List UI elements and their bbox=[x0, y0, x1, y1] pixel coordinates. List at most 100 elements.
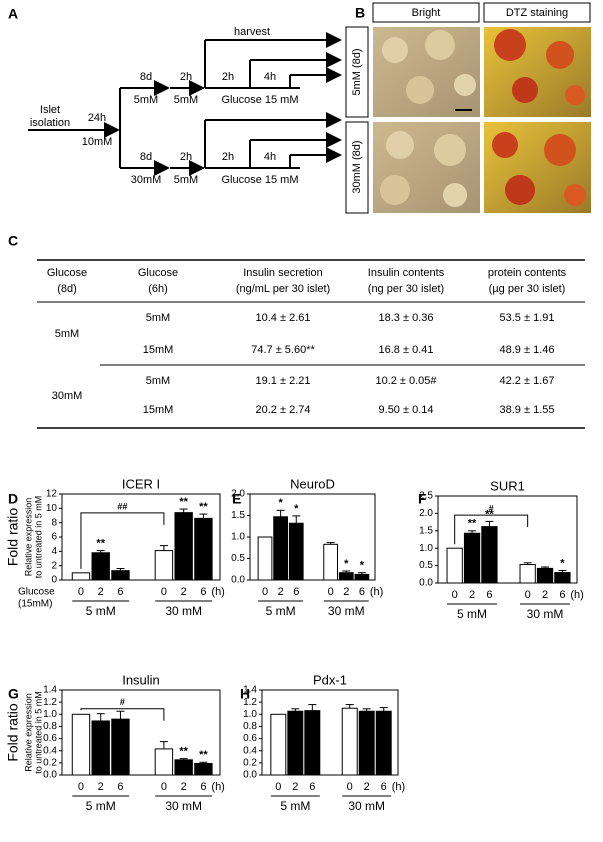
table-header: Glucose bbox=[138, 267, 178, 279]
table-cell: 15mM bbox=[143, 404, 174, 416]
x-tick-label: 6 bbox=[359, 586, 365, 598]
x-tick-label: 2 bbox=[278, 586, 284, 598]
x-tick-label: 2 bbox=[98, 586, 104, 598]
table-group: 30mM bbox=[52, 390, 83, 402]
group-label: 5 mM bbox=[280, 799, 310, 813]
table-header: Insulin contents bbox=[368, 267, 445, 279]
x-tick-label: 0 bbox=[78, 781, 84, 793]
time-unit: (h) bbox=[570, 589, 583, 601]
bar bbox=[174, 512, 193, 581]
bar bbox=[273, 516, 288, 581]
significance: * bbox=[294, 503, 299, 515]
panel-label: B bbox=[355, 5, 365, 21]
plot-frame bbox=[261, 689, 399, 776]
chart-title: SUR1 bbox=[490, 478, 525, 493]
x-tick-label: 0 bbox=[525, 589, 531, 601]
bar bbox=[536, 567, 554, 584]
diagram-label: 10mM bbox=[82, 136, 113, 148]
y-tick-label: 2 bbox=[51, 560, 57, 571]
y-tick-label: 1.2 bbox=[243, 697, 257, 708]
x-tick-label: 6 bbox=[559, 589, 565, 601]
micrograph bbox=[373, 27, 480, 117]
y-tick-label: 0.6 bbox=[43, 733, 57, 744]
diagram-label: 4h bbox=[264, 71, 276, 83]
table-cell: 16.8 ± 0.41 bbox=[379, 344, 434, 356]
bar bbox=[354, 573, 370, 581]
y-tick-label: 1.2 bbox=[43, 697, 57, 708]
plot-frame bbox=[437, 495, 578, 584]
bar bbox=[257, 536, 273, 581]
bar bbox=[288, 522, 304, 581]
x-tick-label: 0 bbox=[347, 781, 353, 793]
y-tick-label: 1.5 bbox=[231, 510, 245, 521]
y-tick-label: 0.0 bbox=[43, 770, 57, 781]
table-group: 5mM bbox=[55, 328, 79, 340]
panel-label: E bbox=[232, 491, 241, 507]
x-tick-label: 2 bbox=[181, 586, 187, 598]
bracket-label: # bbox=[489, 504, 494, 514]
column-header: Bright bbox=[412, 7, 441, 19]
x-tick-label: 2 bbox=[364, 781, 370, 793]
y-tick-label: 0 bbox=[51, 575, 57, 586]
y-tick-label: 0.4 bbox=[43, 745, 57, 756]
diagram-label: 24h bbox=[88, 112, 106, 124]
column-header: DTZ staining bbox=[506, 7, 568, 19]
diagram-label: Glucose 15 mM bbox=[221, 94, 298, 106]
bar bbox=[270, 713, 287, 776]
group-label: 5 mM bbox=[86, 799, 116, 813]
y-tick-label: 1.0 bbox=[231, 532, 245, 543]
y-tick-label: 0.6 bbox=[243, 733, 257, 744]
x-tick-label: 0 bbox=[452, 589, 458, 601]
x-axis-label: Glucose bbox=[18, 587, 55, 598]
diagram-label: isolation bbox=[30, 117, 70, 129]
significance: * bbox=[560, 557, 565, 569]
chart-title: NeuroD bbox=[290, 476, 335, 491]
table-header: (ng per 30 islet) bbox=[368, 283, 444, 295]
row-header-box bbox=[345, 26, 369, 118]
column-header-box bbox=[483, 2, 591, 23]
diagram-label: 8d bbox=[140, 71, 152, 83]
y-axis-sublabel: to untreated in 5 mM bbox=[33, 496, 43, 579]
bracket-label: # bbox=[120, 697, 125, 707]
micrograph bbox=[484, 27, 591, 117]
x-tick-label: 2 bbox=[181, 781, 187, 793]
significance: * bbox=[344, 558, 349, 570]
bar bbox=[111, 718, 130, 776]
diagram-label: 30mM bbox=[131, 174, 162, 186]
panel-label: D bbox=[8, 491, 18, 507]
diagram-label: 5mM bbox=[134, 94, 158, 106]
timeline-diagram bbox=[28, 32, 342, 176]
table-header: (µg per 30 islet) bbox=[489, 283, 566, 295]
significance: * bbox=[360, 560, 365, 572]
y-tick-label: 8 bbox=[51, 517, 57, 528]
table-header: (8d) bbox=[57, 283, 77, 295]
y-tick-label: 0.0 bbox=[243, 770, 257, 781]
bar bbox=[463, 532, 481, 584]
diagram-label: Glucose 15 mM bbox=[221, 174, 298, 186]
x-tick-label: 0 bbox=[161, 586, 167, 598]
bar bbox=[91, 720, 110, 776]
x-tick-label: 2 bbox=[292, 781, 298, 793]
diagram-label: 2h bbox=[222, 151, 234, 163]
significance: ** bbox=[179, 746, 188, 758]
group-label: 30 mM bbox=[328, 604, 365, 618]
row-header: 5mM (8d) bbox=[351, 48, 363, 95]
bar bbox=[304, 710, 321, 776]
table-header: protein contents bbox=[488, 267, 567, 279]
bracket bbox=[454, 514, 529, 545]
y-tick-label: 1.0 bbox=[243, 709, 257, 720]
x-tick-label: 6 bbox=[486, 589, 492, 601]
table-cell: 20.2 ± 2.74 bbox=[256, 404, 311, 416]
table-header: Insulin secretion bbox=[243, 267, 323, 279]
table-header: Glucose bbox=[47, 267, 87, 279]
significance: ** bbox=[468, 518, 477, 530]
y-tick-label: 4 bbox=[51, 546, 57, 557]
x-tick-label: 6 bbox=[117, 781, 123, 793]
x-tick-label: 6 bbox=[309, 781, 315, 793]
bar bbox=[287, 710, 304, 776]
chart-title: Insulin bbox=[122, 672, 160, 687]
plot-frame bbox=[61, 689, 221, 776]
table-cell: 19.1 ± 2.21 bbox=[256, 375, 311, 387]
x-tick-label: 2 bbox=[469, 589, 475, 601]
y-tick-label: 0.8 bbox=[43, 721, 57, 732]
